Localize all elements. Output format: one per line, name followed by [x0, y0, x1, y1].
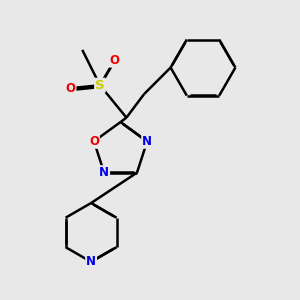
Text: N: N: [142, 135, 152, 148]
Text: O: O: [65, 82, 76, 95]
Text: N: N: [86, 255, 96, 268]
Text: O: O: [89, 135, 99, 148]
Text: S: S: [95, 79, 105, 92]
Text: N: N: [99, 166, 109, 179]
Text: O: O: [110, 54, 120, 67]
